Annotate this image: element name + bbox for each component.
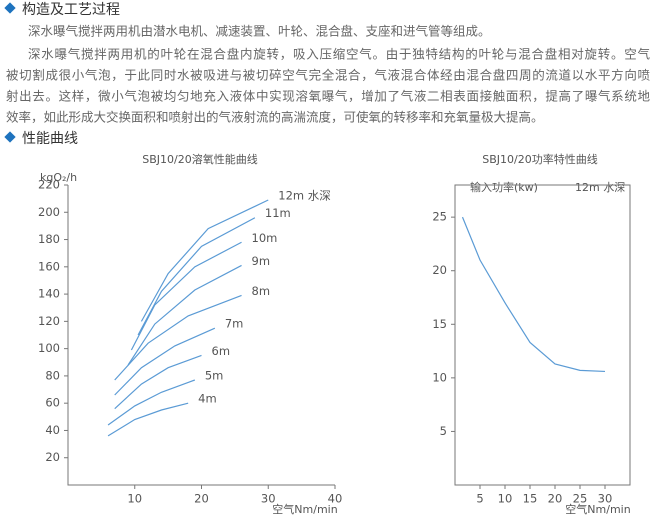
annotation: 12m 水深 xyxy=(575,181,625,194)
series-label: 8m xyxy=(252,284,271,298)
x-tick-label: 25 xyxy=(573,492,588,506)
x-tick-label: 5 xyxy=(476,492,483,506)
y-tick-label: 140 xyxy=(38,287,60,301)
data-line xyxy=(130,241,242,351)
y-axis-label: 输入功率(kw) xyxy=(470,180,538,194)
bullet xyxy=(4,2,16,14)
series-label: 4m xyxy=(198,392,217,406)
y-tick-label: 15 xyxy=(432,317,447,331)
x-tick-label: 10 xyxy=(127,492,142,506)
y-tick-label: 200 xyxy=(38,205,60,219)
paragraph-line: 被切割成很小气泡，于此同时水被吸进与被切碎空气完全混合，气液混合体经由混合盘四周… xyxy=(6,68,650,83)
series-label: 10m xyxy=(252,231,278,245)
data-line xyxy=(461,216,606,373)
axis xyxy=(454,184,631,486)
y-axis-label: kgO₂/h xyxy=(40,171,77,184)
y-tick-label: 20 xyxy=(432,263,447,277)
data-line xyxy=(114,327,216,396)
series-label: 5m xyxy=(205,369,224,383)
y-tick-label: 100 xyxy=(38,341,60,355)
x-axis-label: 空气Nm/min xyxy=(565,502,630,516)
x-tick-label: 30 xyxy=(261,492,276,506)
data-line xyxy=(114,294,242,381)
y-tick-label: 25 xyxy=(432,210,447,224)
x-tick-label: 40 xyxy=(328,492,343,506)
paragraph-line: 深水曝气搅拌两用机由潜水电机、减速装置、叶轮、混合盘、支座和进气管等组成。 xyxy=(28,24,491,39)
series-label: 7m xyxy=(225,317,244,331)
x-axis-label: 空气Nm/min xyxy=(272,502,337,516)
section-header: 性能曲线 xyxy=(22,131,78,147)
x-tick-label: 10 xyxy=(498,492,513,506)
series-label: 12m 水深 xyxy=(278,189,331,203)
chart-title: SBJ10/20溶氧性能曲线 xyxy=(142,152,257,166)
data-line xyxy=(107,402,189,437)
y-tick-label: 10 xyxy=(432,370,447,384)
y-tick-label: 40 xyxy=(45,423,60,437)
y-tick-label: 80 xyxy=(45,368,60,382)
series-label: 6m xyxy=(212,344,231,358)
paragraph-line: 深水曝气搅拌两用机的叶轮在混合盘内旋转，吸入压缩空气。由于独特结构的叶轮与混合盘… xyxy=(28,47,650,62)
y-tick-label: 60 xyxy=(45,396,60,410)
x-tick-label: 20 xyxy=(548,492,563,506)
y-tick-label: 120 xyxy=(38,314,60,328)
y-tick-label: 220 xyxy=(38,178,60,192)
data-line xyxy=(127,264,242,366)
series-label: 11m xyxy=(265,206,291,220)
chart-title: SBJ10/20功率特性曲线 xyxy=(482,152,597,166)
data-line xyxy=(107,379,196,426)
y-tick-label: 160 xyxy=(38,259,60,273)
section-header: 构造及工艺过程 xyxy=(22,2,120,18)
y-tick-label: 20 xyxy=(45,450,60,464)
paragraph-line: 效率，如此形成大交换面积和喷射出的气液射流的高湍流度，可使氧的转移率和充氧量极大… xyxy=(6,110,544,125)
y-tick-label: 180 xyxy=(38,232,60,246)
series-label: 9m xyxy=(252,254,271,268)
data-line xyxy=(137,217,256,336)
paragraph-line: 射出去。这样，微小气泡被均匀地充入液体中实现溶氧曝气，增加了气液二相表面接触面积… xyxy=(6,89,650,104)
y-tick-label: 5 xyxy=(440,424,447,438)
data-line xyxy=(114,354,202,410)
bullet xyxy=(4,131,16,143)
x-tick-label: 20 xyxy=(194,492,209,506)
x-tick-label: 30 xyxy=(598,492,613,506)
x-tick-label: 15 xyxy=(523,492,538,506)
data-line xyxy=(140,199,269,322)
axis xyxy=(67,185,335,486)
